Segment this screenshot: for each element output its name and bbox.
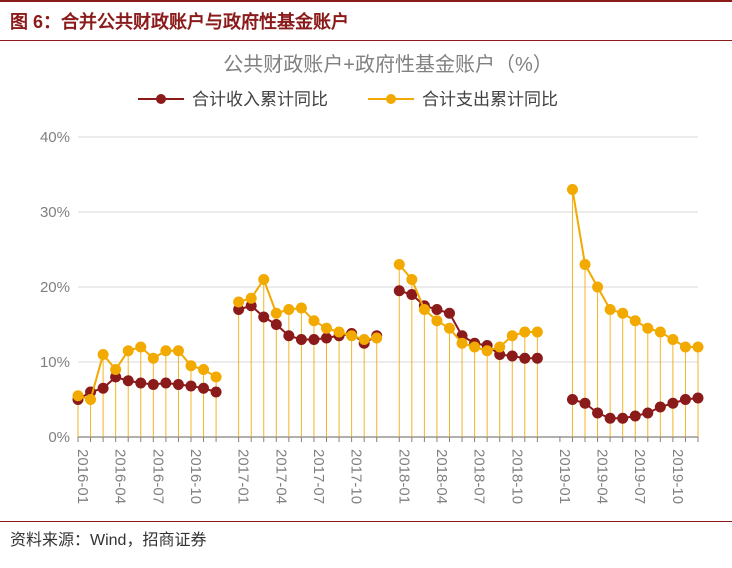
svg-text:2018-10: 2018-10: [508, 449, 525, 504]
svg-text:2016-04: 2016-04: [112, 449, 129, 504]
svg-text:2018-07: 2018-07: [471, 449, 488, 504]
figure-title: 图 6：合并公共财政账户与政府性基金账户: [10, 12, 349, 32]
svg-text:2018-01: 2018-01: [395, 449, 412, 504]
svg-text:2016-07: 2016-07: [149, 449, 166, 504]
svg-text:2019-10: 2019-10: [669, 449, 686, 504]
svg-text:2019-07: 2019-07: [631, 449, 648, 504]
svg-text:20%: 20%: [40, 279, 70, 296]
svg-text:2019-01: 2019-01: [556, 449, 573, 504]
svg-text:30%: 30%: [40, 204, 70, 221]
svg-text:2017-04: 2017-04: [272, 449, 289, 504]
chart-area: 公共财政账户+政府性基金账户（%） 0% 10% 20% 30% 40% 2016-01 20…: [10, 41, 722, 521]
chart-svg: 公共财政账户+政府性基金账户（%） 0% 10% 20% 30% 40% 2016-01 20…: [10, 41, 722, 521]
svg-text:2017-01: 2017-01: [235, 449, 252, 504]
source-text: 资料来源：Wind，招商证券: [10, 532, 206, 549]
svg-text:40%: 40%: [40, 129, 70, 146]
svg-text:10%: 10%: [40, 354, 70, 371]
source-footer: 资料来源：Wind，招商证券: [0, 521, 732, 554]
svg-text:2016-10: 2016-10: [187, 449, 204, 504]
svg-text:2017-07: 2017-07: [310, 449, 327, 504]
svg-text:0%: 0%: [48, 429, 70, 446]
svg-text:合计收入累计同比: 合计收入累计同比: [192, 90, 328, 109]
svg-text:2019-04: 2019-04: [594, 449, 611, 504]
figure-container: 图 6：合并公共财政账户与政府性基金账户 公共财政账户+政府性基金账户（%） 0%…: [0, 0, 732, 568]
svg-text:合计支出累计同比: 合计支出累计同比: [422, 90, 558, 109]
svg-text:2018-04: 2018-04: [433, 449, 450, 504]
svg-text:公共财政账户+政府性基金账户（%）: 公共财政账户+政府性基金账户（%）: [223, 53, 552, 76]
svg-text:2016-01: 2016-01: [74, 449, 91, 504]
title-bar: 图 6：合并公共财政账户与政府性基金账户: [0, 0, 732, 41]
svg-text:2017-10: 2017-10: [348, 449, 365, 504]
